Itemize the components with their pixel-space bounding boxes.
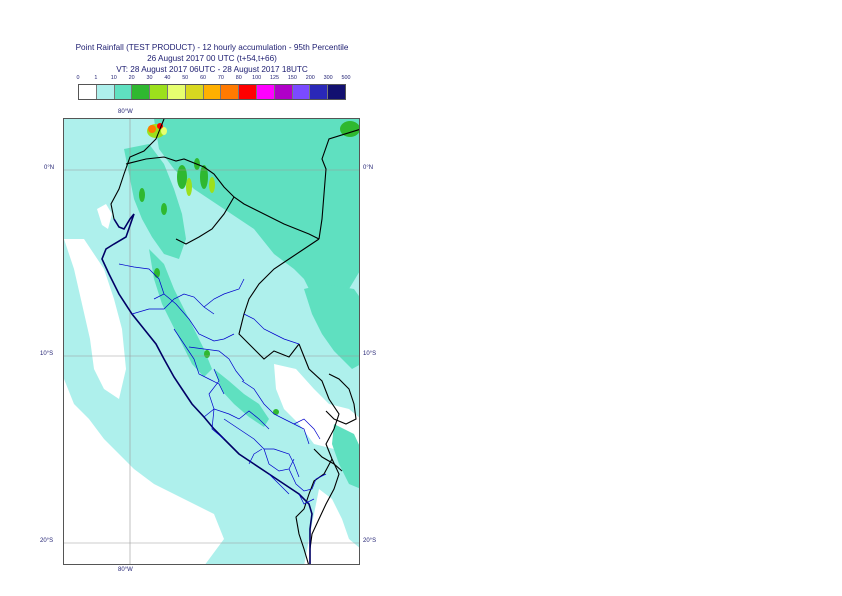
legend-swatch — [114, 85, 133, 99]
lat-label-left-20s: 20°S — [40, 538, 54, 544]
legend-swatch — [167, 85, 186, 99]
map-panel — [63, 118, 360, 565]
graticule — [64, 119, 359, 564]
legend-tick-label: 20 — [128, 75, 135, 81]
legend-tick-label: 300 — [323, 75, 333, 81]
lat-label-left-10s: 10°S — [40, 351, 54, 357]
lat-label-right-10s: 10°S — [363, 351, 377, 357]
rain-area-andes-north — [149, 249, 212, 377]
chart-title-block: Point Rainfall (TEST PRODUCT) - 12 hourl… — [0, 42, 424, 75]
regional-borders — [118, 263, 327, 505]
legend-swatch — [79, 85, 97, 99]
dry-area-open-ocean-west — [64, 239, 126, 399]
rain-area-bolivia — [332, 424, 359, 489]
lat-label-left-0: 0°N — [44, 165, 55, 171]
lat-label-right-20s: 20°S — [363, 538, 377, 544]
title-line-run: 26 August 2017 00 UTC (t+54,t+66) — [147, 54, 277, 63]
legend-tick-label: 70 — [217, 75, 224, 81]
title-line-valid-time: VT: 28 August 2017 06UTC - 28 August 201… — [116, 65, 308, 74]
legend-tick-label: 10 — [110, 75, 117, 81]
legend-swatch — [96, 85, 115, 99]
rain-area-amazon-east — [304, 284, 359, 369]
legend-tick-label: 150 — [287, 75, 297, 81]
dry-area-atacama — [304, 489, 359, 564]
legend-swatch — [132, 85, 151, 99]
legend-swatch — [150, 85, 168, 99]
legend-swatch — [310, 85, 329, 99]
lon-label-top: 80°W — [118, 109, 133, 115]
legend-swatch — [221, 85, 240, 99]
legend-swatch — [256, 85, 275, 99]
dry-area-gulf — [97, 204, 112, 229]
lat-label-right-0: 0°N — [363, 165, 374, 171]
legend-tick-label: 80 — [235, 75, 242, 81]
legend-tick-label: 125 — [270, 75, 280, 81]
dry-area-southwest-ocean — [64, 379, 224, 564]
legend-swatch — [203, 85, 222, 99]
legend-tick-label: 30 — [146, 75, 153, 81]
legend-color-bar — [78, 84, 346, 100]
legend-swatch — [239, 85, 257, 99]
legend-tick-label: 100 — [252, 75, 262, 81]
legend-tick-label: 0 — [76, 75, 80, 81]
title-line-product: Point Rainfall (TEST PRODUCT) - 12 hourl… — [75, 43, 349, 52]
legend-tick-label: 60 — [200, 75, 207, 81]
rain-area-ecuador-coast — [124, 144, 186, 259]
legend-scale-labels: 0 1 10 20 30 40 50 60 70 80 100 125 150 200 300 500 — [70, 75, 360, 83]
legend-tick-label: 40 — [164, 75, 171, 81]
legend-tick-label: 1 — [94, 75, 98, 81]
legend-swatch — [328, 85, 345, 99]
legend-swatch — [185, 85, 204, 99]
legend-tick-label: 200 — [305, 75, 315, 81]
rain-area-andes-south — [214, 369, 269, 427]
national-borders — [110, 119, 359, 564]
lon-label-bottom: 80°W — [118, 567, 133, 573]
legend-swatch — [292, 85, 311, 99]
legend-tick-label: 500 — [341, 75, 351, 81]
legend-swatch — [274, 85, 293, 99]
legend-tick-label: 50 — [182, 75, 189, 81]
map-svg — [64, 119, 359, 564]
